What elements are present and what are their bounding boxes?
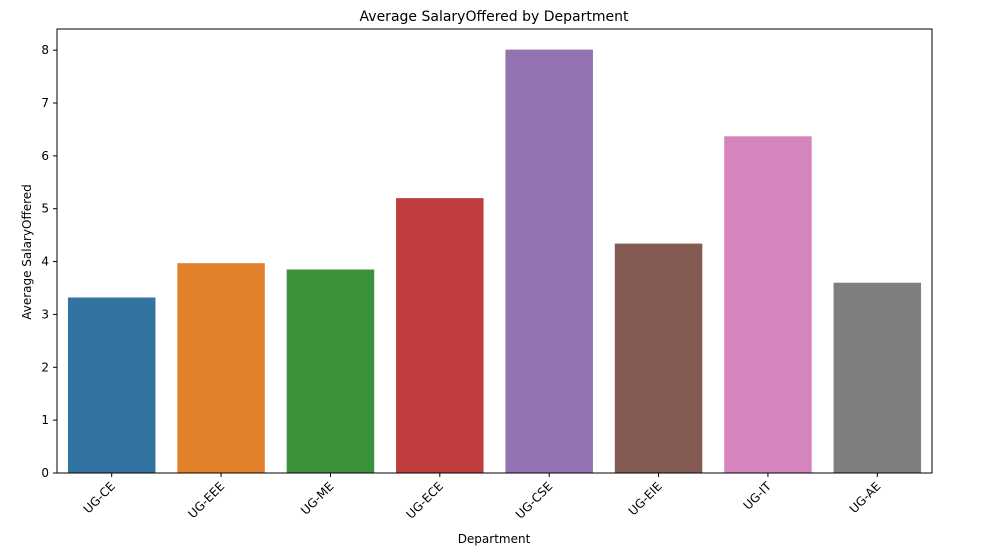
bar-ug-ce — [67, 297, 156, 473]
x-tick-label: UG-CE — [81, 479, 118, 516]
bar-ug-eie — [614, 243, 703, 473]
x-tick-label: UG-AE — [847, 479, 884, 516]
y-tick-label: 6 — [41, 149, 49, 163]
bars-group — [67, 49, 922, 474]
y-axis-title: Average SalaryOffered — [20, 184, 34, 320]
bar-ug-ece — [396, 198, 484, 473]
y-tick-label: 2 — [41, 360, 49, 374]
y-tick-label: 3 — [41, 307, 49, 321]
y-tick-label: 1 — [41, 413, 49, 427]
x-tick-label: UG-EEE — [185, 479, 227, 521]
x-tick-label: UG-ECE — [404, 479, 446, 521]
chart-title: Average SalaryOffered by Department — [360, 9, 629, 25]
x-axis: UG-CE UG-EEE UG-ME UG-ECE UG-CSE UG-EIE UG-IT U… — [81, 473, 884, 522]
x-tick-label: UG-EIE — [626, 479, 665, 518]
y-tick-label: 7 — [41, 96, 49, 110]
bar-ug-me — [286, 269, 375, 473]
y-tick-label: 5 — [41, 202, 49, 216]
x-axis-title: Department — [458, 532, 531, 546]
bar-ug-cse — [505, 49, 593, 474]
x-tick-label: UG-IT — [741, 479, 775, 513]
x-tick-label: UG-CSE — [513, 479, 555, 521]
y-tick-label: 4 — [41, 255, 49, 269]
bar-ug-ae — [833, 282, 922, 473]
x-tick-label: UG-ME — [298, 479, 336, 517]
y-tick-label: 8 — [41, 43, 49, 57]
y-axis: 0 1 2 3 4 5 6 7 8 — [41, 43, 57, 480]
bar-ug-it — [724, 136, 812, 474]
y-tick-label: 0 — [41, 466, 49, 480]
bar-ug-eee — [177, 263, 265, 473]
plot-frame — [56, 28, 933, 474]
